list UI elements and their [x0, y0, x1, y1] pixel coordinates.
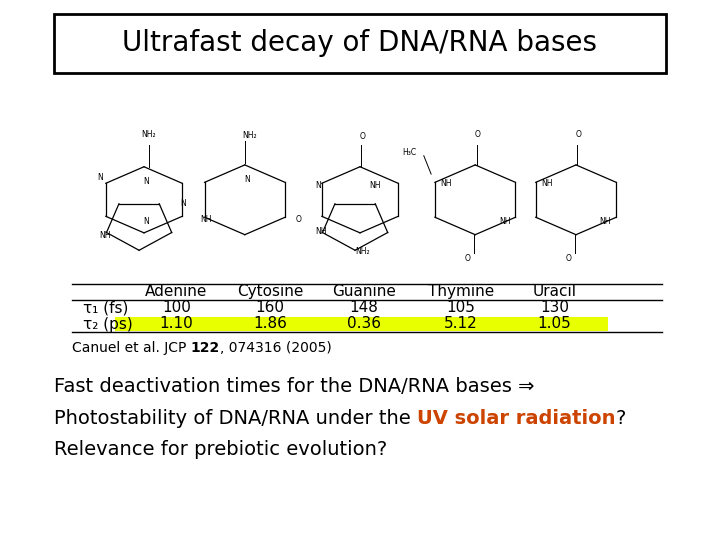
- Text: 0.36: 0.36: [346, 316, 381, 332]
- FancyBboxPatch shape: [54, 14, 666, 73]
- Text: NH₂: NH₂: [243, 131, 257, 140]
- Text: N: N: [315, 180, 321, 190]
- Text: τ₁ (fs): τ₁ (fs): [83, 300, 128, 315]
- Text: NH: NH: [99, 231, 111, 240]
- Text: Uracil: Uracil: [532, 284, 577, 299]
- Text: Guanine: Guanine: [332, 284, 395, 299]
- Text: NH: NH: [440, 179, 451, 188]
- Text: 105: 105: [446, 300, 475, 315]
- Text: NH: NH: [499, 217, 510, 226]
- Text: Thymine: Thymine: [428, 284, 494, 299]
- Text: H₃C: H₃C: [402, 147, 416, 157]
- Text: Photostability of DNA/RNA under the: Photostability of DNA/RNA under the: [54, 409, 417, 428]
- Text: 100: 100: [162, 300, 191, 315]
- Text: O: O: [575, 130, 581, 139]
- Text: N: N: [244, 175, 250, 184]
- Text: O: O: [296, 215, 302, 225]
- Text: 122: 122: [191, 341, 220, 355]
- Text: 5.12: 5.12: [444, 316, 477, 332]
- Text: NH₂: NH₂: [142, 130, 156, 139]
- Text: O: O: [474, 130, 480, 139]
- Text: O: O: [465, 254, 471, 263]
- Text: O: O: [359, 132, 365, 141]
- Text: NH₂: NH₂: [355, 247, 370, 256]
- Text: N: N: [143, 177, 149, 186]
- FancyBboxPatch shape: [115, 317, 608, 331]
- Text: Fast deactivation times for the DNA/RNA bases ⇒: Fast deactivation times for the DNA/RNA …: [54, 376, 534, 396]
- Text: N: N: [180, 199, 186, 208]
- Text: τ₂ (ps): τ₂ (ps): [83, 316, 132, 332]
- Text: 130: 130: [540, 300, 569, 315]
- Text: NH: NH: [369, 180, 380, 190]
- Text: , 074316 (2005): , 074316 (2005): [220, 341, 332, 355]
- Text: ?: ?: [616, 409, 626, 428]
- Text: NH: NH: [541, 179, 552, 188]
- Text: N: N: [143, 217, 149, 226]
- Text: Ultrafast decay of DNA/RNA bases: Ultrafast decay of DNA/RNA bases: [122, 29, 598, 57]
- Text: Cytosine: Cytosine: [237, 284, 303, 299]
- Text: 1.10: 1.10: [160, 316, 193, 332]
- Text: Relevance for prebiotic evolution?: Relevance for prebiotic evolution?: [54, 440, 387, 459]
- Text: NH: NH: [200, 215, 212, 225]
- Text: 160: 160: [256, 300, 284, 315]
- Text: NH: NH: [600, 217, 611, 226]
- Text: 148: 148: [349, 300, 378, 315]
- Text: 1.05: 1.05: [538, 316, 571, 332]
- Text: UV solar radiation: UV solar radiation: [417, 409, 616, 428]
- Text: NH: NH: [315, 227, 327, 237]
- Text: N: N: [97, 173, 103, 183]
- Text: Adenine: Adenine: [145, 284, 207, 299]
- Text: O: O: [566, 254, 572, 263]
- Text: 1.86: 1.86: [253, 316, 287, 332]
- Text: Canuel et al. JCP: Canuel et al. JCP: [72, 341, 191, 355]
